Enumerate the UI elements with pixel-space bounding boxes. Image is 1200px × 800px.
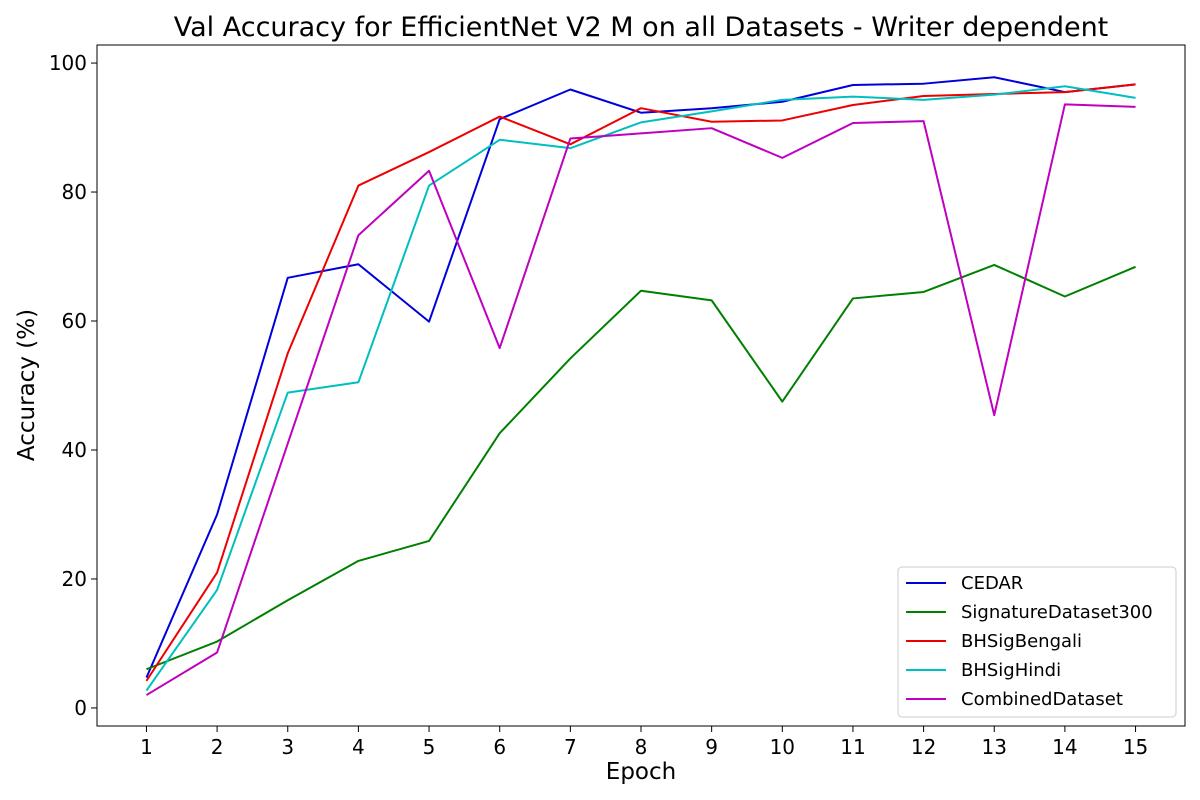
y-tick-label: 80	[62, 180, 87, 204]
x-tick-label: 15	[1123, 735, 1148, 759]
x-tick-label: 10	[770, 735, 795, 759]
x-tick-label: 1	[140, 735, 153, 759]
y-tick-label: 40	[62, 438, 87, 462]
plot-area	[96, 44, 1186, 727]
x-tick-label: 14	[1052, 735, 1077, 759]
legend-label-3: BHSigHindi	[961, 660, 1061, 681]
y-tick-label: 0	[74, 696, 87, 720]
y-tick-label: 20	[62, 567, 87, 591]
legend-label-2: BHSigBengali	[961, 631, 1082, 652]
legend-label-4: CombinedDataset	[961, 689, 1123, 710]
series-line-4	[145, 103, 1136, 696]
x-tick-label: 9	[705, 735, 718, 759]
x-axis-label: Epoch	[606, 759, 676, 785]
y-axis-label: Accuracy (%)	[14, 309, 40, 461]
legend: CEDAR SignatureDataset300 BHSigBengali BHSi…	[897, 566, 1177, 718]
series-line-3	[145, 85, 1136, 692]
series-line-0	[145, 76, 1136, 679]
x-tick-label: 12	[911, 735, 936, 759]
x-tick-label: 2	[211, 735, 224, 759]
legend-box	[897, 566, 1177, 718]
y-tick-label: 100	[49, 51, 87, 75]
x-tick-label: 6	[493, 735, 506, 759]
x-tick-label: 5	[423, 735, 436, 759]
x-tick-label: 11	[840, 735, 865, 759]
x-tick-label: 13	[982, 735, 1007, 759]
x-tick-label: 3	[281, 735, 294, 759]
legend-label-0: CEDAR	[961, 573, 1023, 594]
y-tick-label: 60	[62, 309, 87, 333]
x-tick-label: 7	[564, 735, 577, 759]
legend-label-1: SignatureDataset300	[961, 602, 1153, 623]
chart-title: Val Accuracy for EfficientNet V2 M on al…	[174, 12, 1109, 43]
series-line-2	[145, 83, 1136, 682]
series-line-1	[146, 263, 1136, 671]
x-tick-label: 4	[352, 735, 365, 759]
x-tick-label: 8	[635, 735, 648, 759]
